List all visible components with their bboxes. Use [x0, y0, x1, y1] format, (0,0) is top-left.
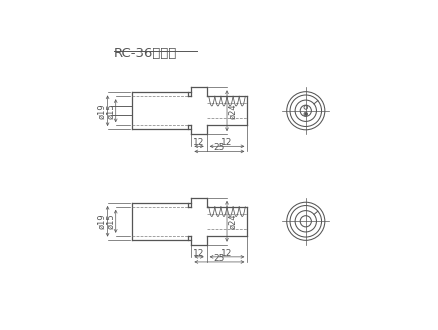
Text: ø15: ø15 — [106, 214, 115, 229]
Text: 12: 12 — [194, 138, 205, 147]
Text: ø15: ø15 — [106, 103, 115, 118]
Text: 12: 12 — [221, 249, 233, 258]
Text: 25: 25 — [214, 143, 225, 152]
Text: ø24: ø24 — [228, 214, 237, 229]
Text: RC-36尺寸图: RC-36尺寸图 — [114, 47, 177, 60]
Text: ø19: ø19 — [98, 103, 106, 118]
Text: ø19: ø19 — [98, 214, 106, 229]
Circle shape — [305, 113, 307, 115]
Text: 12: 12 — [194, 249, 205, 258]
Text: 25: 25 — [214, 254, 225, 263]
Text: 12: 12 — [221, 138, 233, 147]
Text: ø24: ø24 — [228, 103, 237, 118]
